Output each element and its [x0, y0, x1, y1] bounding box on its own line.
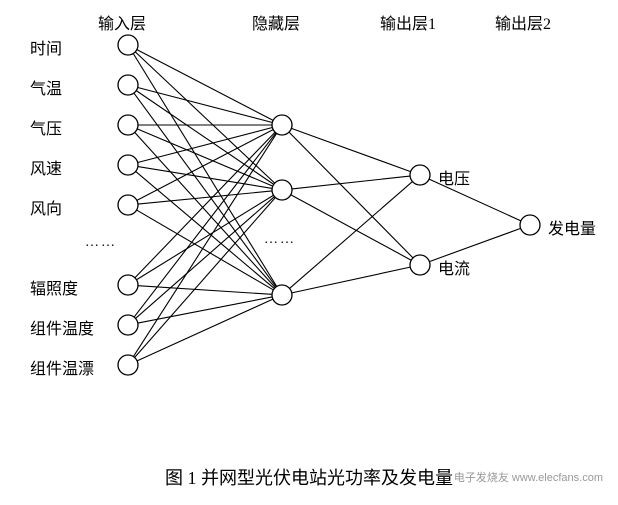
input-label-0: 时间 [30, 35, 62, 59]
output2-label-0: 发电量 [548, 215, 596, 239]
header-input: 输入层 [98, 10, 146, 34]
network-diagram: 输入层 隐藏层 输出层1 输出层2 时间气温气压风速风向 …… 辐照度组件温度组件温漂 …… 电… [0, 0, 618, 450]
header-output2: 输出层2 [495, 10, 551, 34]
watermark-text: 电子发烧友 www.elecfans.com [454, 469, 603, 485]
output1-label-1: 电流 [438, 255, 470, 279]
hidden-ellipsis: …… [264, 232, 296, 248]
output1-label-0: 电压 [438, 165, 470, 189]
input-ellipsis: …… [85, 235, 117, 251]
input-label-8: 组件温漂 [30, 355, 94, 379]
input-label-4: 风向 [30, 195, 62, 219]
network-svg [0, 0, 618, 450]
header-output1: 输出层1 [380, 10, 436, 34]
input-label-2: 气压 [30, 115, 62, 139]
input-label-1: 气温 [30, 75, 62, 99]
input-label-7: 组件温度 [30, 315, 94, 339]
input-label-3: 风速 [30, 155, 62, 179]
header-hidden: 隐藏层 [252, 10, 300, 34]
input-label-6: 辐照度 [30, 275, 78, 299]
